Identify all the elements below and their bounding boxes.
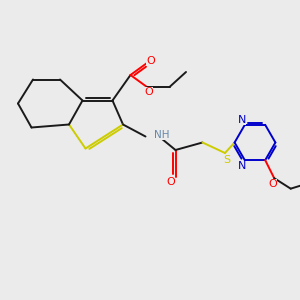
Text: S: S: [223, 154, 230, 165]
Text: O: O: [144, 87, 153, 98]
Text: N: N: [238, 115, 246, 125]
Text: O: O: [167, 177, 176, 188]
Text: O: O: [268, 178, 277, 189]
Text: O: O: [146, 56, 155, 66]
Text: N: N: [238, 160, 246, 171]
Text: NH: NH: [154, 130, 170, 140]
